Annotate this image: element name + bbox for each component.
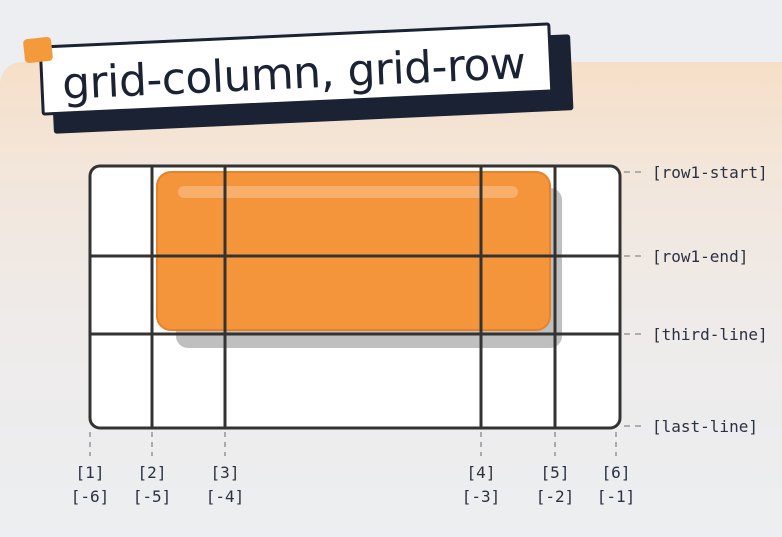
row-line-label-3: [third-line] [652, 325, 768, 344]
column-line-negative-label-5: [-2] [536, 487, 575, 506]
column-line-label-1: [1] [76, 463, 105, 482]
column-line-label-6: [6] [602, 463, 631, 482]
column-line-label-5: [5] [541, 463, 570, 482]
column-line-negative-label-1: [-6] [71, 487, 110, 506]
column-line-negative-label-3: [-4] [206, 487, 245, 506]
column-line-negative-label-6: [-1] [597, 487, 636, 506]
column-line-label-3: [3] [211, 463, 240, 482]
column-line-label-2: [2] [138, 463, 167, 482]
row-line-label-2: [row1-end] [652, 247, 748, 266]
grid-item-highlight [178, 186, 518, 198]
row-line-label-4: [last-line] [652, 417, 758, 436]
row-line-label-1: [row1-start] [652, 163, 768, 182]
grid-item [156, 171, 551, 331]
column-line-negative-label-4: [-3] [462, 487, 501, 506]
column-line-label-4: [4] [467, 463, 496, 482]
column-line-negative-label-2: [-5] [133, 487, 172, 506]
